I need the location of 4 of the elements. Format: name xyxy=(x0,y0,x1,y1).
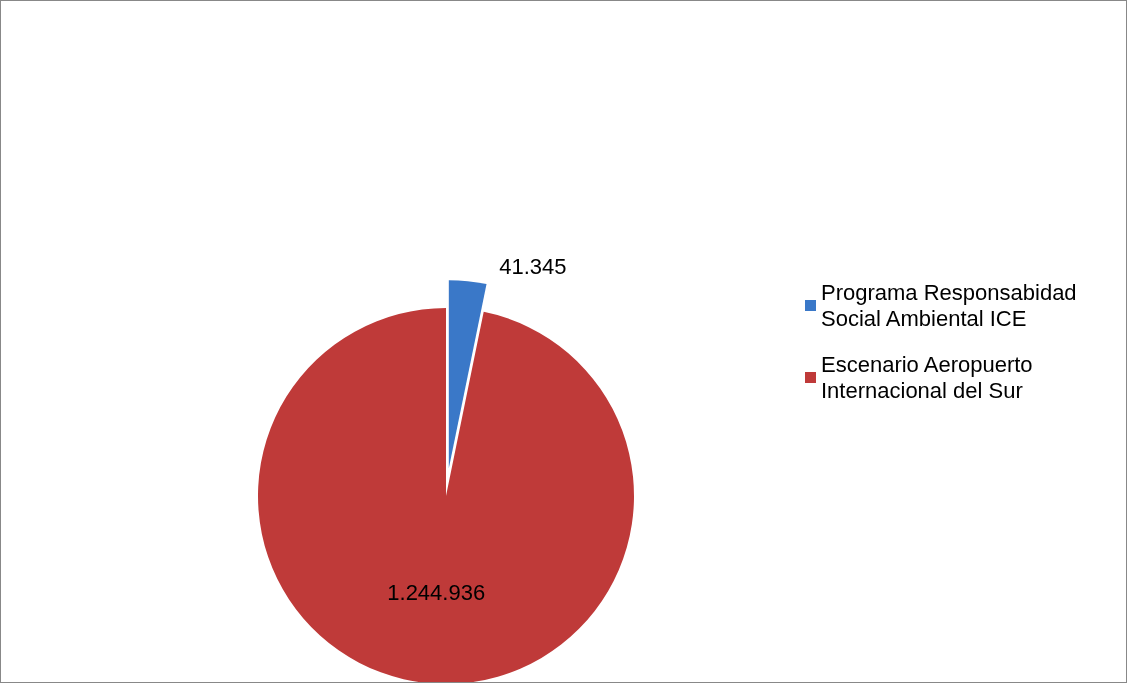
legend-label: Programa Responsabidad Social Ambiental ICE xyxy=(821,280,1083,331)
data-label: 41.345 xyxy=(499,253,567,279)
data-label: 1.244.936 xyxy=(387,580,486,606)
legend-label: Escenario Aeropuerto Internacional del Sur xyxy=(821,352,1039,403)
